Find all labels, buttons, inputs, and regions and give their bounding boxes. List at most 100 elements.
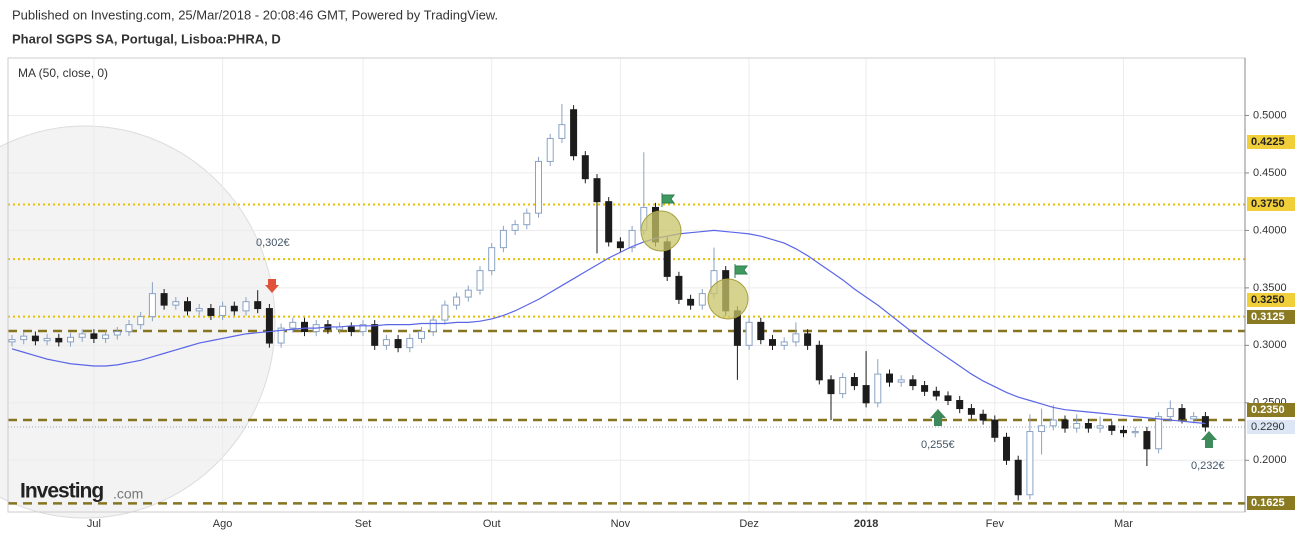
- candle-body: [1120, 429, 1127, 434]
- candle-body: [850, 377, 858, 387]
- x-tick-label: Nov: [611, 518, 631, 530]
- candle-body: [886, 373, 893, 383]
- y-tick-label: 0.4500: [1253, 167, 1287, 179]
- candle-body: [745, 321, 753, 346]
- candle-body: [67, 336, 74, 343]
- candle-body: [207, 308, 215, 316]
- highlight-circle: [640, 210, 682, 252]
- y-tick-label: 0.3500: [1253, 282, 1287, 294]
- level-box: [1247, 293, 1295, 307]
- y-tick-label: 0.3000: [1253, 339, 1287, 351]
- candle-body: [371, 324, 379, 346]
- annotation: 0,302€: [256, 237, 290, 249]
- candle-body: [394, 339, 402, 349]
- flag: [661, 193, 675, 207]
- candle-body: [698, 293, 706, 306]
- candle-body: [558, 124, 566, 139]
- candle-body: [921, 385, 929, 392]
- candle-body: [1073, 422, 1081, 429]
- candle-body: [464, 289, 472, 298]
- y-tick-label: 0.5000: [1253, 109, 1287, 121]
- level-label: 0.2350: [1251, 404, 1285, 416]
- grid: [8, 58, 1245, 512]
- candle-body: [43, 337, 51, 342]
- candle-body: [1061, 419, 1069, 429]
- highlight-circle: [707, 278, 749, 320]
- annotation: 0,255€: [921, 439, 955, 451]
- candle-body: [453, 296, 461, 306]
- x-tick-label: Out: [483, 518, 501, 530]
- x-tick-label: Ago: [213, 518, 233, 530]
- buy-arrow: [1201, 431, 1217, 448]
- candle-body: [254, 301, 262, 310]
- candle-body: [815, 344, 823, 381]
- x-tick-label: Set: [355, 518, 372, 530]
- candle-body: [523, 212, 531, 226]
- logo-suffix: .com: [113, 486, 143, 502]
- x-tick-label: 2018: [854, 518, 878, 530]
- axis-labels: 0.50000.45000.40000.35000.30000.25000.20…: [87, 109, 1295, 530]
- candle-body: [675, 275, 683, 300]
- last-price-label: 0.2290: [1251, 421, 1285, 433]
- candle-body: [1014, 459, 1022, 496]
- annotation: 0,232€: [1191, 460, 1225, 472]
- level-label: 0.3250: [1251, 294, 1285, 306]
- candle-body: [277, 327, 285, 344]
- candle-body: [242, 301, 250, 312]
- candle-body: [956, 400, 964, 410]
- candle-body: [979, 413, 987, 421]
- candle-body: [605, 201, 613, 243]
- candle-body: [148, 293, 156, 318]
- candle-body: [31, 335, 39, 342]
- candle-body: [1178, 408, 1186, 420]
- x-tick-label: Mar: [1114, 518, 1133, 530]
- candle-body: [780, 341, 788, 346]
- candle-body: [359, 324, 367, 333]
- candle-body: [804, 333, 812, 346]
- candle-body: [862, 385, 870, 404]
- level-box: [1247, 135, 1295, 149]
- candle-body: [184, 301, 191, 312]
- x-tick-label: Jul: [87, 518, 101, 530]
- candle-body: [347, 326, 355, 333]
- candle-body: [289, 321, 297, 329]
- candle-body: [55, 337, 63, 343]
- x-tick-label: Fev: [986, 518, 1005, 530]
- level-label: 0.1625: [1251, 497, 1285, 509]
- candle-body: [1049, 419, 1057, 427]
- chart-title: Pharol SGPS SA, Portugal, Lisboa:PHRA, D: [12, 31, 281, 46]
- candle-body: [1143, 431, 1151, 450]
- candle-body: [581, 155, 589, 180]
- candle-body: [593, 178, 601, 203]
- candle-body: [1096, 425, 1104, 429]
- level-label: 0.3750: [1251, 198, 1285, 210]
- logo: Investing: [20, 480, 103, 503]
- candle-body: [102, 334, 110, 339]
- candle-body: [113, 331, 121, 336]
- candle-body: [1108, 425, 1116, 431]
- y-tick-label: 0.2000: [1253, 454, 1287, 466]
- candle-body: [90, 333, 98, 339]
- candle-body: [418, 331, 425, 339]
- candle-body: [1190, 416, 1198, 420]
- candle-body: [1026, 431, 1034, 496]
- flag: [734, 264, 748, 278]
- candle-body: [991, 419, 999, 438]
- plot: [8, 103, 1209, 501]
- candle-body: [511, 224, 519, 231]
- candle-body: [769, 339, 776, 346]
- candle-body: [1131, 431, 1139, 434]
- candle-body: [1038, 425, 1046, 433]
- level-box: [1247, 310, 1295, 324]
- level-box: [1247, 496, 1295, 510]
- source: Published on Investing.com, 25/Mar/2018 …: [12, 7, 498, 22]
- candle-body: [1084, 422, 1092, 429]
- level-box: [1247, 403, 1295, 417]
- candle-body: [839, 377, 847, 395]
- y-tick-label: 0.4000: [1253, 224, 1287, 236]
- candle-body: [476, 270, 484, 291]
- candle-body: [382, 339, 390, 346]
- candle-body: [967, 408, 975, 415]
- last-price-box: [1247, 420, 1295, 434]
- candle-body: [628, 229, 636, 249]
